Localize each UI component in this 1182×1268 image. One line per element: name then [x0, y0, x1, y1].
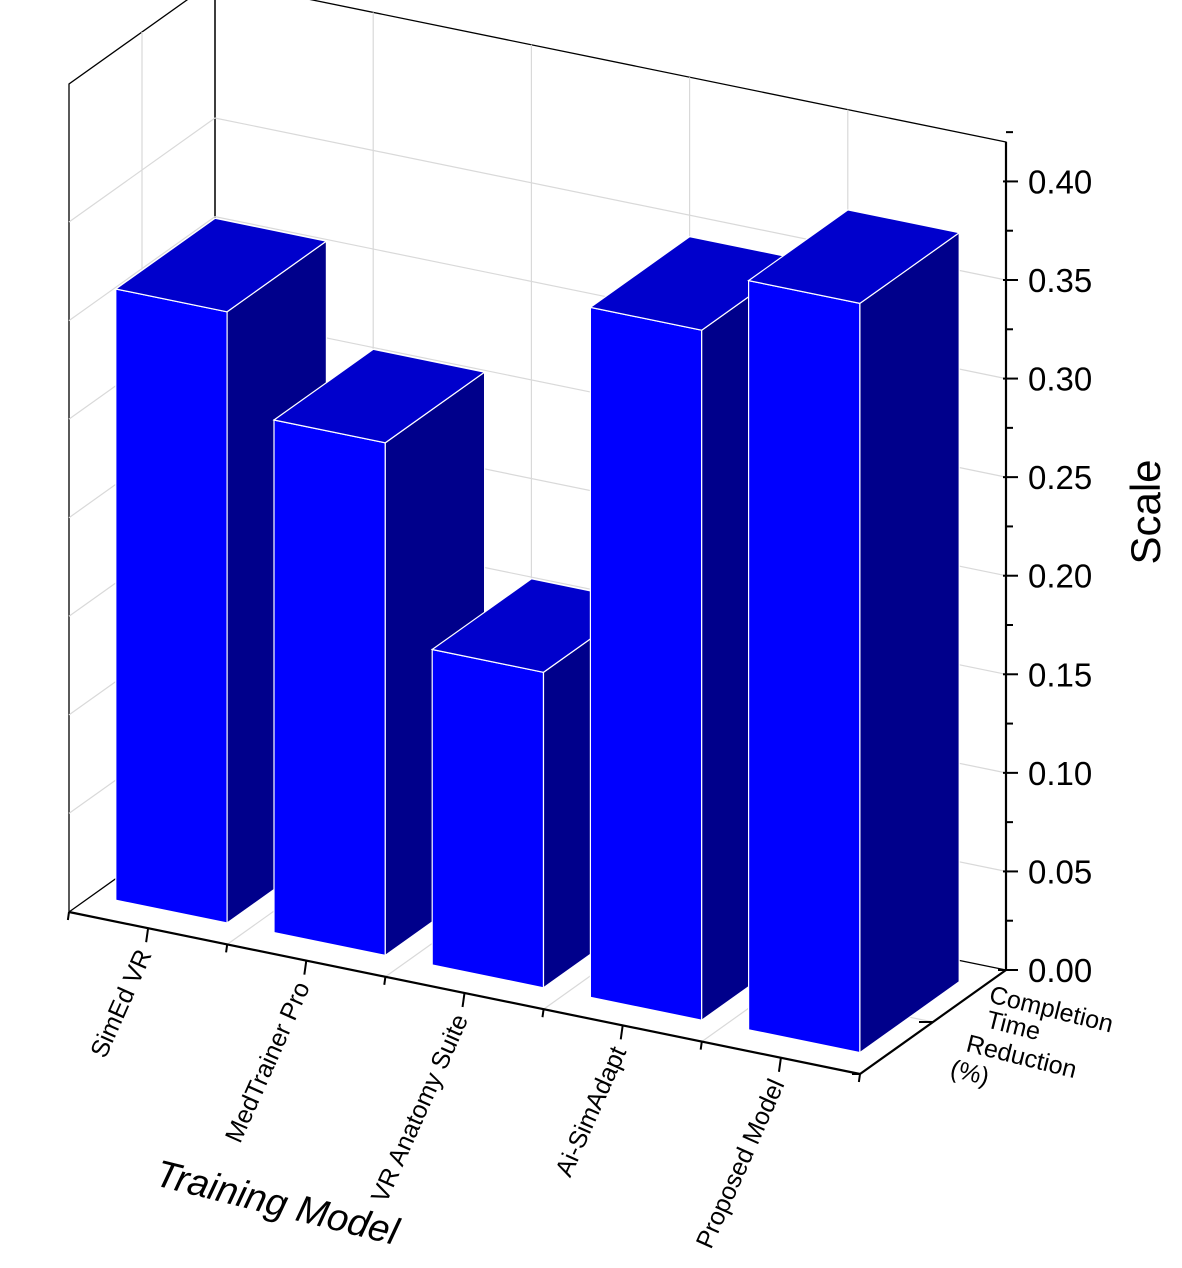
y-tick-label: 0.35: [1028, 262, 1092, 299]
bar-top-face: [747, 209, 961, 305]
bar-front-face: [747, 279, 861, 1054]
y-axis-label: Scale: [1122, 459, 1169, 564]
y-tick-label: 0.15: [1028, 656, 1092, 693]
x-tick: [145, 928, 150, 943]
x-tick: [857, 1073, 861, 1083]
grid-line-h: [68, 117, 1007, 281]
y-tick-label: 0.25: [1028, 459, 1092, 496]
x-tick: [541, 1009, 545, 1018]
bar-front-face: [273, 419, 386, 957]
bar-front-face: [115, 288, 228, 924]
tick-labels: 0.00 0.05 0.10 0.15 0.20 0.25 0.30 0.35 0.40: [1028, 163, 1092, 989]
y-tick-label: 0.10: [1028, 755, 1092, 792]
bars: [114, 209, 961, 1054]
bar-top-face: [114, 217, 328, 313]
category-label: Proposed Model: [691, 1075, 791, 1253]
y-tick-label: 0.00: [1028, 952, 1092, 989]
x-tick: [225, 944, 229, 953]
x-axis-label: Training Model: [151, 1153, 404, 1254]
x-tick: [66, 911, 70, 921]
x-tick: [383, 976, 387, 985]
x-tick: [777, 1057, 782, 1072]
category-label: SimEd VR: [85, 945, 157, 1062]
x-tick: [303, 960, 308, 975]
category-label: Ai-SimAdapt: [550, 1042, 632, 1180]
bar-top-face: [272, 348, 487, 444]
x-tick: [699, 1041, 703, 1050]
category-label: MedTrainer Pro: [220, 978, 316, 1147]
category-label: VR Anatomy Suite: [366, 1010, 474, 1207]
axes: [66, 131, 1018, 1083]
y-tick-label: 0.40: [1028, 163, 1092, 200]
bar-front-face: [589, 306, 703, 1021]
y-tick-label: 0.05: [1028, 853, 1092, 890]
x-tick: [461, 992, 466, 1008]
y-tick-label: 0.30: [1028, 361, 1092, 398]
bar-side-face: [859, 231, 960, 1054]
x-tick: [619, 1025, 624, 1040]
bar-front-face: [431, 648, 545, 989]
y-tick-label: 0.20: [1028, 558, 1092, 595]
bar: [747, 209, 961, 1054]
